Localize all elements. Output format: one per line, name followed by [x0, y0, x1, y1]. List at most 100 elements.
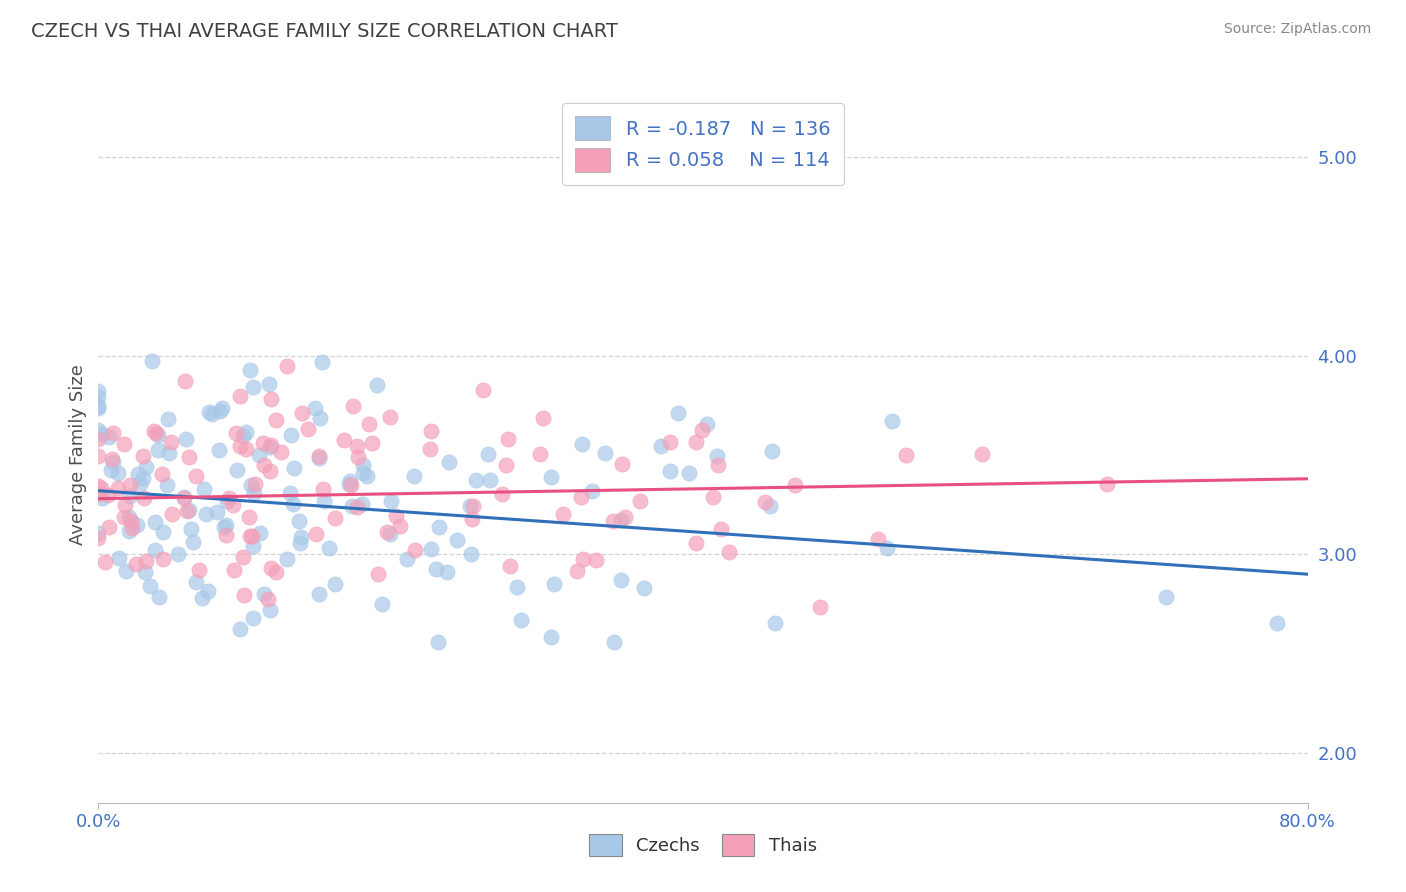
Point	[707, 458, 730, 472]
Point	[706, 450, 728, 464]
Point	[259, 464, 281, 478]
Point	[540, 470, 562, 484]
Point	[291, 406, 314, 420]
Point	[97, 430, 120, 444]
Point	[427, 520, 450, 534]
Point	[89, 481, 111, 495]
Point	[260, 438, 283, 452]
Point	[152, 551, 174, 566]
Point	[193, 482, 215, 496]
Point	[437, 455, 460, 469]
Point	[783, 478, 806, 492]
Point	[308, 411, 330, 425]
Point	[179, 450, 201, 464]
Point	[276, 552, 298, 566]
Point	[211, 401, 233, 415]
Point	[419, 442, 441, 457]
Point	[388, 519, 411, 533]
Point	[569, 490, 592, 504]
Point	[633, 582, 655, 596]
Point	[658, 434, 681, 449]
Point	[425, 562, 447, 576]
Point	[160, 435, 183, 450]
Point	[91, 491, 114, 505]
Point	[270, 444, 292, 458]
Point	[304, 526, 326, 541]
Point	[242, 529, 264, 543]
Point	[87, 525, 110, 540]
Point	[198, 405, 221, 419]
Point	[659, 465, 682, 479]
Point	[352, 497, 374, 511]
Point	[531, 411, 554, 425]
Point	[304, 401, 326, 416]
Point	[666, 406, 689, 420]
Point	[131, 449, 153, 463]
Point	[157, 446, 180, 460]
Point	[232, 549, 254, 564]
Point	[242, 539, 264, 553]
Point	[461, 512, 484, 526]
Point	[252, 436, 274, 450]
Point	[253, 587, 276, 601]
Point	[87, 384, 110, 399]
Point	[148, 590, 170, 604]
Point	[238, 509, 260, 524]
Point	[200, 408, 222, 422]
Point	[283, 461, 305, 475]
Point	[614, 510, 637, 524]
Point	[458, 500, 481, 514]
Point	[529, 447, 551, 461]
Point	[135, 460, 157, 475]
Point	[347, 450, 370, 465]
Point	[129, 476, 152, 491]
Point	[118, 510, 141, 524]
Point	[685, 434, 707, 449]
Text: CZECH VS THAI AVERAGE FAMILY SIZE CORRELATION CHART: CZECH VS THAI AVERAGE FAMILY SIZE CORREL…	[31, 22, 617, 41]
Point	[100, 451, 122, 466]
Point	[141, 353, 163, 368]
Point	[808, 600, 831, 615]
Point	[215, 517, 238, 532]
Point	[253, 458, 276, 473]
Point	[696, 417, 718, 431]
Point	[124, 557, 146, 571]
Point	[239, 529, 262, 543]
Point	[337, 476, 360, 491]
Point	[506, 580, 529, 594]
Point	[243, 486, 266, 500]
Point	[87, 390, 110, 404]
Point	[876, 541, 898, 556]
Point	[120, 514, 142, 528]
Point	[436, 565, 458, 579]
Point	[323, 577, 346, 591]
Point	[312, 482, 335, 496]
Y-axis label: Average Family Size: Average Family Size	[69, 365, 87, 545]
Point	[173, 375, 195, 389]
Point	[239, 363, 262, 377]
Point	[232, 429, 254, 443]
Point	[103, 426, 125, 441]
Point	[224, 564, 246, 578]
Point	[256, 591, 278, 606]
Point	[378, 527, 401, 541]
Point	[107, 481, 129, 495]
Point	[232, 588, 254, 602]
Point	[100, 463, 122, 477]
Point	[465, 473, 488, 487]
Point	[311, 354, 333, 368]
Point	[378, 410, 401, 425]
Point	[367, 566, 389, 581]
Point	[717, 545, 740, 559]
Point	[446, 533, 468, 548]
Point	[148, 428, 170, 442]
Point	[247, 448, 270, 462]
Point	[540, 631, 562, 645]
Point	[176, 432, 198, 446]
Point	[318, 541, 340, 556]
Point	[180, 522, 202, 536]
Point	[184, 575, 207, 590]
Point	[114, 510, 136, 524]
Point	[314, 494, 336, 508]
Point	[143, 515, 166, 529]
